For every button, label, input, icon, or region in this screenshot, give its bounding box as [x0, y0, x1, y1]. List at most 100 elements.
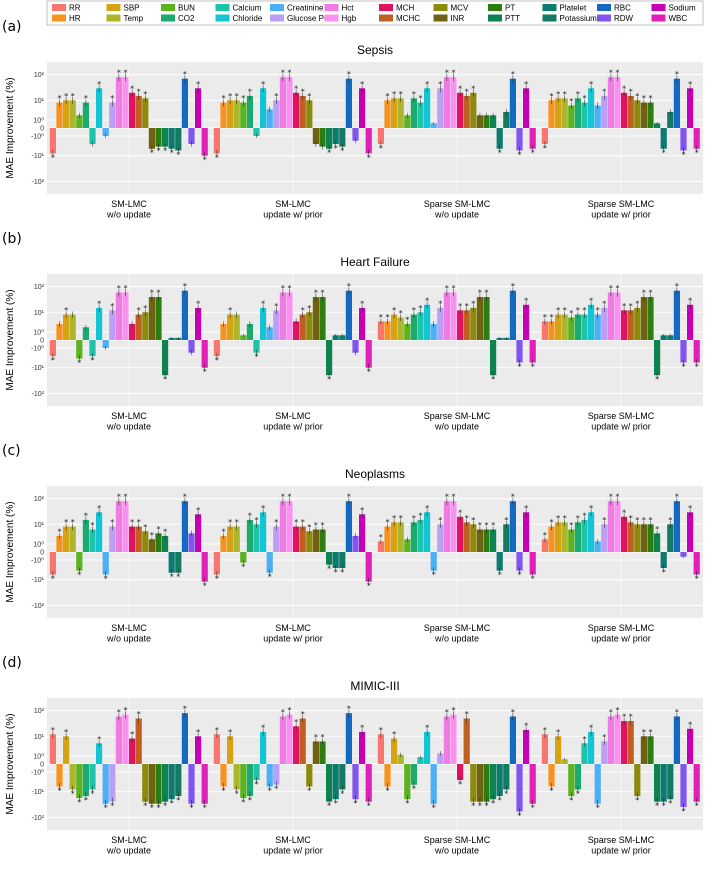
significance-star: * — [609, 284, 613, 293]
bar-rr — [377, 321, 384, 340]
bar-rr — [213, 340, 220, 357]
legend-label: RR — [69, 4, 81, 13]
significance-star: * — [157, 525, 161, 534]
legend-label: Calcium — [233, 4, 262, 13]
y-tick-label: -10⁰ — [31, 557, 44, 565]
bar-calcium — [89, 340, 96, 357]
y-axis-label: MAE Improvement (%) — [5, 713, 16, 814]
bar-rr — [541, 539, 548, 552]
group-label: SM-LMC — [111, 411, 147, 421]
significance-star: * — [58, 787, 62, 796]
bar-co2 — [246, 323, 253, 340]
bar-creatinine — [430, 323, 437, 340]
legend-swatch-sodium — [651, 4, 666, 11]
bar-bun — [76, 552, 83, 571]
bar-co2 — [246, 95, 253, 128]
significance-star: * — [452, 706, 456, 715]
legend-label: CO2 — [178, 14, 195, 23]
bar-platelet — [496, 128, 503, 149]
significance-star: * — [281, 708, 285, 717]
bar-rbc — [181, 290, 188, 340]
bar-ptt — [326, 552, 333, 565]
significance-star: * — [157, 804, 161, 813]
bar-hgb — [122, 292, 129, 340]
bar-creatinine — [266, 764, 273, 787]
bar-ptt — [654, 764, 661, 802]
significance-star: * — [412, 785, 416, 794]
bar-mch — [457, 516, 464, 552]
bar-sbp — [227, 314, 234, 340]
significance-star: * — [124, 69, 128, 78]
significance-star: * — [196, 506, 200, 515]
significance-star: * — [215, 726, 219, 735]
significance-star: * — [596, 306, 600, 315]
bar-hct — [607, 292, 614, 340]
bar-hgb — [286, 292, 293, 340]
bar-pt — [319, 297, 326, 340]
bar-mch — [293, 321, 300, 340]
significance-star: * — [150, 804, 154, 813]
bar-glucose-poc — [273, 526, 280, 552]
bar-bun — [404, 323, 411, 340]
bar-wbc — [693, 552, 700, 575]
bar-rbc — [345, 78, 352, 128]
bar-mch — [457, 92, 464, 128]
significance-star: * — [524, 80, 528, 89]
bar-glucose-poc — [601, 307, 608, 340]
panel-sepsis: (a) Sepsis 10² 10¹ 10⁰ 0-10⁰ -10¹ -10² MAE Impro… — [2, 19, 703, 220]
bar-calcium — [417, 312, 424, 340]
panel-letter: (c) — [2, 443, 21, 459]
bar-wbc — [693, 128, 700, 149]
bar-rr — [49, 340, 56, 357]
significance-star: * — [130, 518, 134, 527]
significance-star: * — [465, 302, 469, 311]
bar-hct — [607, 77, 614, 128]
bar-glucose-poc — [109, 310, 116, 340]
bar-calcium — [581, 102, 588, 128]
bar-sbp — [391, 522, 398, 552]
legend-label: HR — [69, 14, 81, 23]
bar-inr — [312, 741, 319, 764]
bar-calcium — [581, 519, 588, 552]
significance-star: * — [170, 149, 174, 158]
bar-glucose-poc — [273, 310, 280, 340]
significance-star: * — [104, 575, 108, 584]
group-label: Sparse SM-LMC — [424, 411, 491, 421]
bar-hgb — [614, 501, 621, 552]
significance-star: * — [569, 97, 573, 106]
significance-star: * — [360, 723, 364, 732]
significance-star: * — [425, 723, 429, 732]
bar-mcv — [306, 764, 313, 787]
significance-star: * — [543, 313, 547, 322]
bar-chloride — [424, 512, 431, 552]
significance-star: * — [392, 90, 396, 99]
group-label: Sparse SM-LMC — [424, 199, 491, 209]
significance-star: * — [688, 80, 692, 89]
significance-star: * — [97, 504, 101, 513]
bar-sodium — [523, 512, 530, 552]
bar-mchc — [627, 721, 634, 764]
bar-sodium — [195, 514, 202, 552]
bar-temp — [233, 526, 240, 552]
significance-star: * — [629, 514, 633, 523]
y-tick-label: -10⁰ — [31, 345, 44, 353]
significance-star: * — [71, 92, 75, 101]
y-tick-label: -10² — [32, 179, 45, 186]
panel-letter: (d) — [2, 655, 22, 671]
bar-mcv — [142, 98, 149, 128]
significance-star: * — [531, 149, 535, 158]
bar-rr — [213, 552, 220, 575]
significance-star: * — [649, 289, 653, 298]
bar-mcv — [470, 92, 477, 128]
bar-potassium — [339, 764, 346, 790]
bar-co2 — [246, 519, 253, 552]
significance-star: * — [124, 284, 128, 293]
significance-star: * — [629, 302, 633, 311]
bar-hct — [115, 292, 122, 340]
legend-frame — [46, 0, 704, 26]
bar-creatinine — [102, 340, 109, 349]
significance-star: * — [425, 296, 429, 305]
bar-rbc — [509, 716, 516, 764]
significance-star: * — [157, 289, 161, 298]
bar-pt — [483, 764, 490, 802]
